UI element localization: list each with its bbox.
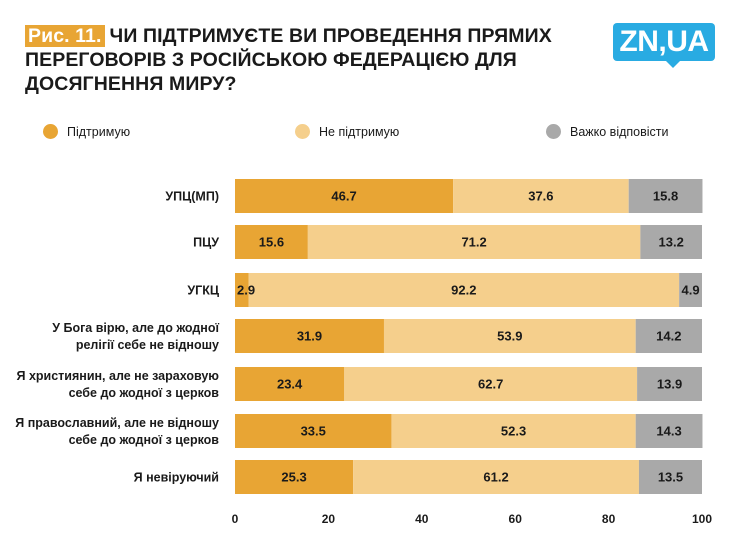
category-label: Я православний, але не відношу себе до жо… <box>15 416 219 447</box>
value-label-oppose: 61.2 <box>483 470 508 485</box>
legend-item-support: Підтримую <box>43 124 130 139</box>
chart-title-text: ЧИ ПІДТРИМУЄТЕ ВИ ПРОВЕДЕННЯ ПРЯМИХ ПЕРЕ… <box>25 25 552 95</box>
bar-segment-undecided <box>635 414 703 448</box>
legend-label-support: Підтримую <box>67 124 131 139</box>
legend-label-oppose: Не підтримую <box>319 124 400 139</box>
value-label-oppose: 92.2 <box>451 283 476 298</box>
x-tick-label: 40 <box>415 512 429 526</box>
legend-item-oppose: Не підтримую <box>295 124 399 139</box>
bar-segment-oppose <box>344 367 638 401</box>
title-block: Рис. 11. ЧИ ПІДТРИМУЄТЕ ВИ ПРОВЕДЕННЯ ПРЯ… <box>25 24 585 96</box>
bar-segment-undecided <box>637 367 702 401</box>
bar-segment-oppose <box>353 460 639 494</box>
value-label-support: 46.7 <box>331 189 356 204</box>
value-label-undecided: 13.2 <box>659 235 684 250</box>
bar-segment-undecided <box>635 319 702 353</box>
value-label-undecided: 15.8 <box>653 189 678 204</box>
bar-segment-undecided <box>640 225 702 259</box>
bar-segment-support <box>235 319 384 353</box>
bar-segment-support <box>235 179 454 213</box>
category-label: У Бога вірю, але до жодної релігії себе н… <box>52 321 219 352</box>
bar-segment-oppose <box>391 414 636 448</box>
x-tick-label: 100 <box>692 512 712 526</box>
x-tick-label: 0 <box>232 512 239 526</box>
legend-item-undecided: Важко відповісти <box>546 124 669 139</box>
bar-segment-undecided <box>628 179 703 213</box>
bar-segment-undecided <box>638 460 702 494</box>
category-label: Я невіруючий <box>134 471 219 485</box>
value-label-oppose: 52.3 <box>501 424 526 439</box>
bar-segment-support <box>235 414 392 448</box>
bar-segment-oppose <box>248 273 680 307</box>
bar-segment-support <box>235 225 308 259</box>
bar-segment-undecided <box>679 273 702 307</box>
value-label-undecided: 14.2 <box>656 329 681 344</box>
bar-segment-support <box>235 367 345 401</box>
logo-text: ZN,UA <box>613 23 715 61</box>
value-label-oppose: 71.2 <box>461 235 486 250</box>
category-label: УПЦ(МП) <box>165 190 219 204</box>
zn-ua-logo: ZN,UA <box>613 23 715 68</box>
value-label-support: 23.4 <box>277 377 303 392</box>
bar-segment-oppose <box>307 225 641 259</box>
value-label-undecided: 13.5 <box>658 470 683 485</box>
value-label-undecided: 13.9 <box>657 377 682 392</box>
value-label-undecided: 14.3 <box>656 424 681 439</box>
bar-segment-support <box>235 460 354 494</box>
category-label: ПЦУ <box>193 236 219 250</box>
bar-segment-oppose <box>453 179 629 213</box>
logo-speech-tail <box>665 60 681 68</box>
value-label-oppose: 37.6 <box>528 189 553 204</box>
legend-swatch-support <box>43 124 58 139</box>
value-label-support: 25.3 <box>281 470 306 485</box>
value-label-support: 31.9 <box>297 329 322 344</box>
x-tick-label: 20 <box>322 512 336 526</box>
value-label-support: 33.5 <box>301 424 326 439</box>
chart-title: Рис. 11. ЧИ ПІДТРИМУЄТЕ ВИ ПРОВЕДЕННЯ ПРЯ… <box>25 24 585 96</box>
value-label-undecided: 4.9 <box>682 283 700 298</box>
figure-label: Рис. 11. <box>25 25 105 47</box>
legend-swatch-oppose <box>295 124 310 139</box>
category-label: Я християнин, але не зараховую себе до жо… <box>16 369 219 400</box>
legend-label-undecided: Важко відповісти <box>570 124 669 139</box>
value-label-oppose: 53.9 <box>497 329 522 344</box>
x-tick-label: 60 <box>509 512 523 526</box>
category-label: УГКЦ <box>187 284 219 298</box>
bar-segment-support <box>235 273 249 307</box>
legend-swatch-undecided <box>546 124 561 139</box>
x-tick-label: 80 <box>602 512 616 526</box>
value-label-oppose: 62.7 <box>478 377 503 392</box>
value-label-support: 2.9 <box>237 283 255 298</box>
legend: Підтримую Не підтримую Важко відповісти <box>0 124 739 142</box>
bar-segment-oppose <box>383 319 636 353</box>
value-label-support: 15.6 <box>259 235 284 250</box>
